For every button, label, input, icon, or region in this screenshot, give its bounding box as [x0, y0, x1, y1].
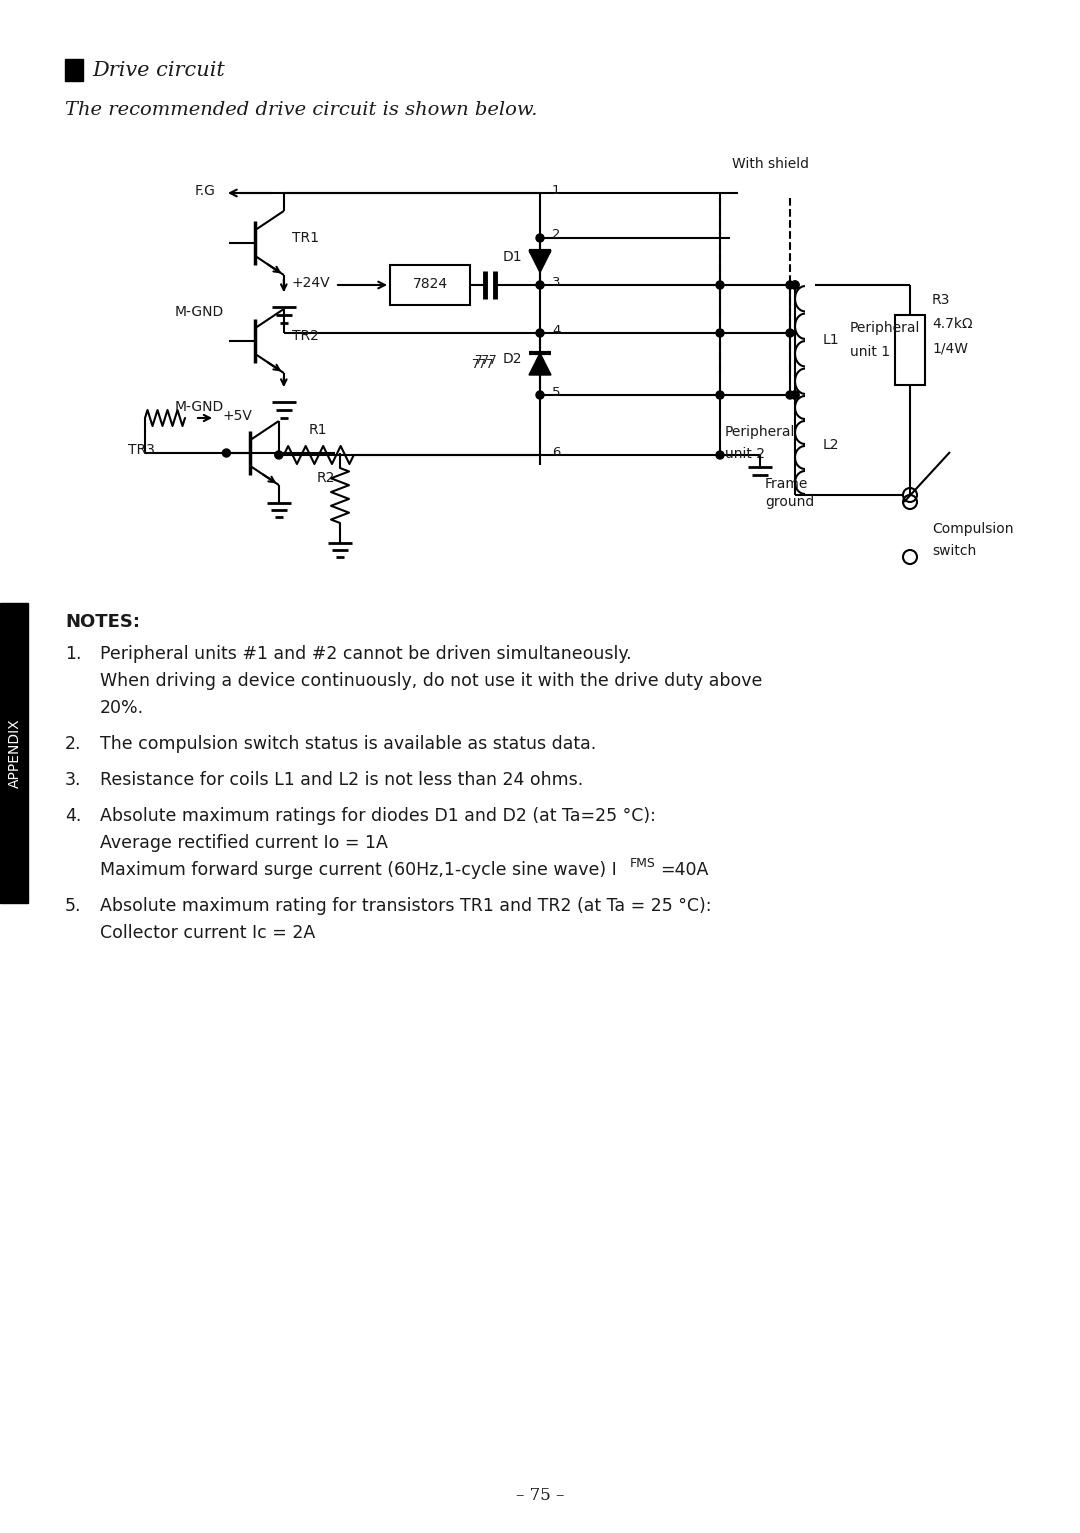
Text: 6: 6	[552, 446, 561, 458]
Text: FMS: FMS	[630, 857, 656, 871]
Text: Resistance for coils L1 and L2 is not less than 24 ohms.: Resistance for coils L1 and L2 is not le…	[100, 771, 583, 789]
Text: 5: 5	[552, 385, 561, 399]
Circle shape	[791, 281, 799, 290]
Text: Absolute maximum ratings for diodes D1 and D2 (at Ta=25 °C):: Absolute maximum ratings for diodes D1 a…	[100, 806, 656, 825]
Text: +24V: +24V	[292, 276, 330, 290]
Text: 1.: 1.	[65, 645, 81, 662]
Text: F.G: F.G	[194, 184, 215, 198]
Circle shape	[716, 391, 724, 399]
Text: Drive circuit: Drive circuit	[92, 60, 225, 80]
Text: D1: D1	[502, 250, 522, 264]
Text: R3: R3	[932, 293, 950, 307]
Text: M-GND: M-GND	[175, 400, 225, 414]
Circle shape	[536, 281, 544, 290]
Text: 20%.: 20%.	[100, 699, 144, 717]
Circle shape	[791, 391, 799, 399]
Circle shape	[786, 281, 794, 290]
Text: R2: R2	[316, 471, 335, 484]
Text: When driving a device continuously, do not use it with the drive duty above: When driving a device continuously, do n…	[100, 671, 762, 690]
Text: M-GND: M-GND	[175, 305, 225, 319]
Text: Peripheral: Peripheral	[850, 320, 920, 336]
Circle shape	[536, 391, 544, 399]
Circle shape	[536, 235, 544, 242]
Text: The recommended drive circuit is shown below.: The recommended drive circuit is shown b…	[65, 101, 538, 120]
Text: – 75 –: – 75 –	[516, 1487, 564, 1504]
Circle shape	[786, 330, 794, 337]
Text: 777: 777	[474, 354, 496, 368]
Text: 1/4W: 1/4W	[932, 340, 968, 356]
Text: 1: 1	[552, 184, 561, 196]
Text: ground: ground	[765, 495, 814, 509]
Text: TR3: TR3	[129, 443, 156, 457]
Text: Peripheral: Peripheral	[725, 425, 795, 438]
Text: Peripheral units #1 and #2 cannot be driven simultaneously.: Peripheral units #1 and #2 cannot be dri…	[100, 645, 632, 662]
Polygon shape	[529, 250, 551, 273]
Text: 5.: 5.	[65, 897, 81, 915]
Text: TR2: TR2	[292, 330, 319, 343]
Circle shape	[791, 281, 799, 290]
Text: Frame: Frame	[765, 477, 808, 491]
Text: D2: D2	[502, 353, 522, 366]
Circle shape	[222, 449, 230, 457]
Circle shape	[716, 451, 724, 458]
Text: NOTES:: NOTES:	[65, 613, 140, 632]
Circle shape	[536, 330, 544, 337]
Text: With shield: With shield	[732, 156, 809, 172]
Circle shape	[716, 330, 724, 337]
Text: L2: L2	[823, 438, 839, 452]
Text: Compulsion: Compulsion	[932, 523, 1013, 537]
Polygon shape	[529, 353, 551, 376]
Circle shape	[791, 391, 799, 399]
Bar	[0, 602, 28, 903]
Circle shape	[274, 451, 283, 458]
Text: 4.7kΩ: 4.7kΩ	[932, 317, 973, 331]
Circle shape	[786, 391, 794, 399]
Text: Absolute maximum rating for transistors TR1 and TR2 (at Ta = 25 °C):: Absolute maximum rating for transistors …	[100, 897, 712, 915]
Text: R1: R1	[309, 423, 327, 437]
Text: 2: 2	[552, 228, 561, 242]
Bar	[65, 58, 83, 81]
Text: unit 1: unit 1	[850, 345, 890, 359]
Text: 777: 777	[471, 357, 494, 371]
Text: 7824: 7824	[413, 277, 447, 291]
Text: 3: 3	[552, 276, 561, 288]
Text: APPENDIX: APPENDIX	[8, 717, 22, 788]
Text: 2.: 2.	[65, 734, 81, 753]
Text: L1: L1	[823, 333, 839, 346]
Text: TR1: TR1	[292, 231, 319, 245]
Text: Maximum forward surge current (60Hz,1-cycle sine wave) I: Maximum forward surge current (60Hz,1-cy…	[100, 862, 617, 878]
Text: unit 2: unit 2	[725, 448, 765, 461]
Text: Collector current Ic = 2A: Collector current Ic = 2A	[100, 924, 315, 941]
Text: +5V: +5V	[222, 409, 253, 423]
Text: =40A: =40A	[660, 862, 708, 878]
Text: Average rectified current Io = 1A: Average rectified current Io = 1A	[100, 834, 388, 852]
Bar	[895, 314, 924, 385]
Circle shape	[716, 281, 724, 290]
Text: 3.: 3.	[65, 771, 81, 789]
Bar	[390, 265, 470, 305]
Text: The compulsion switch status is available as status data.: The compulsion switch status is availabl…	[100, 734, 596, 753]
Text: 4.: 4.	[65, 806, 81, 825]
Text: 4: 4	[552, 323, 561, 337]
Text: switch: switch	[932, 544, 976, 558]
